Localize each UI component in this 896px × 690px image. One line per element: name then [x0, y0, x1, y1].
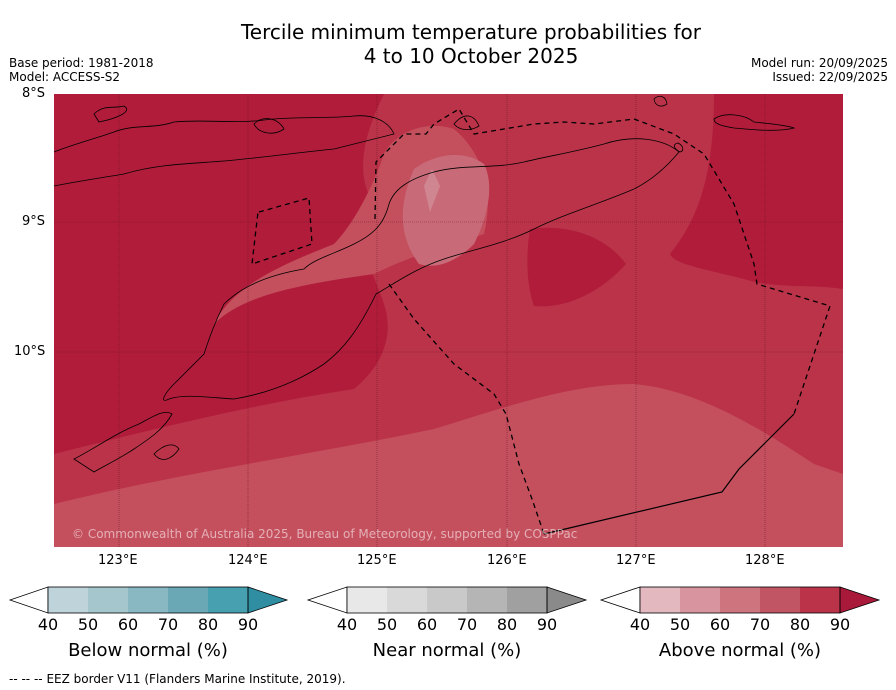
near-tick: 50 — [376, 615, 398, 634]
above-tick: 70 — [749, 615, 771, 634]
lat-label-9s: 9°S — [22, 214, 46, 229]
colorbar-below-extend-low — [8, 586, 49, 614]
below-tick: 40 — [37, 615, 59, 634]
colorbar-near-swatch — [387, 587, 427, 613]
model-name: Model: ACCESS-S2 — [9, 70, 121, 84]
above-tick: 50 — [669, 615, 691, 634]
below-tick: 60 — [117, 615, 139, 634]
colorbar-near-normal — [306, 586, 588, 614]
eez-legend-symbol: -- -- -- — [9, 672, 43, 686]
above-normal-caption: Above normal (%) — [658, 640, 822, 661]
below-tick: 90 — [237, 615, 259, 634]
near-tick: 70 — [456, 615, 478, 634]
colorbar-above-extend-low — [599, 586, 641, 614]
eez-legend-text: EEZ border V11 (Flanders Marine Institut… — [46, 672, 346, 686]
eez-border — [251, 108, 831, 535]
lon-label-124e: 124°E — [228, 553, 268, 568]
above-tick: 80 — [789, 615, 811, 634]
map-coastlines — [54, 95, 796, 473]
colorbar-near-extend-low — [306, 586, 348, 614]
above-tick: 40 — [629, 615, 651, 634]
colorbar-above-swatch — [760, 587, 800, 613]
near-tick: 90 — [536, 615, 558, 634]
colorbar-above-swatch — [640, 587, 680, 613]
map-gridlines — [54, 94, 843, 547]
colorbar-near-swatch — [427, 587, 467, 613]
colorbar-below-swatch — [48, 587, 88, 613]
map-title: Tercile minimum temperature probabilitie… — [0, 20, 896, 68]
colorbar-above-swatch — [720, 587, 760, 613]
lon-label-125e: 125°E — [357, 553, 397, 568]
lon-label-127e: 127°E — [616, 553, 656, 568]
near-tick: 80 — [496, 615, 518, 634]
lat-label-8s: 8°S — [22, 86, 46, 101]
map-near-normal-core — [424, 169, 440, 212]
meta-left: Base period: 1981-2018 Model: ACCESS-S2 — [9, 56, 154, 84]
below-tick: 50 — [77, 615, 99, 634]
colorbar-below-extend-high — [247, 586, 289, 614]
near-tick: 60 — [416, 615, 438, 634]
issued-date: Issued: 22/09/2025 — [772, 70, 888, 84]
below-tick: 80 — [197, 615, 219, 634]
colorbar-below-swatch — [88, 587, 128, 613]
lon-label-126e: 126°E — [487, 553, 527, 568]
title-line-1: Tercile minimum temperature probabilitie… — [240, 20, 702, 44]
base-period: Base period: 1981-2018 — [9, 56, 154, 70]
map-near-normal-region — [402, 154, 490, 266]
colorbar-below-swatch — [168, 587, 208, 613]
lon-label-128e: 128°E — [745, 553, 785, 568]
meta-right: Model run: 20/09/2025 Issued: 22/09/2025 — [751, 56, 888, 84]
eez-legend: -- -- -- EEZ border V11 (Flanders Marine… — [9, 672, 346, 686]
map-east-above-90 — [670, 94, 843, 289]
colorbar-near-swatch — [507, 587, 547, 613]
title-line-2: 4 to 10 October 2025 — [363, 44, 579, 68]
colorbar-above-extend-high — [839, 586, 881, 614]
colorbars — [8, 586, 881, 614]
below-normal-caption: Below normal (%) — [68, 640, 228, 661]
colorbar-near-swatch — [347, 587, 387, 613]
near-normal-caption: Near normal (%) — [372, 640, 522, 661]
probability-map: © Commonwealth of Australia 2025, Bureau… — [54, 94, 843, 547]
model-run: Model run: 20/09/2025 — [750, 56, 888, 70]
below-tick: 70 — [157, 615, 179, 634]
lon-label-123e: 123°E — [98, 553, 138, 568]
map-copyright: © Commonwealth of Australia 2025, Bureau… — [72, 527, 577, 541]
near-tick: 40 — [336, 615, 358, 634]
colorbar-below-swatch — [208, 587, 248, 613]
colorbar-above-swatch — [800, 587, 840, 613]
colorbar-below-normal — [8, 586, 289, 614]
colorbar-above-normal — [599, 586, 881, 614]
colorbar-near-extend-high — [546, 586, 588, 614]
eez-solid-border — [543, 413, 795, 535]
map-region-above-70-south — [54, 384, 843, 547]
map-pocket-above-90 — [527, 227, 626, 307]
lat-label-10s: 10°S — [14, 344, 46, 359]
above-tick: 60 — [709, 615, 731, 634]
above-tick: 90 — [829, 615, 851, 634]
colorbar-above-swatch — [680, 587, 720, 613]
colorbar-below-swatch — [128, 587, 168, 613]
colorbar-near-swatch — [467, 587, 507, 613]
